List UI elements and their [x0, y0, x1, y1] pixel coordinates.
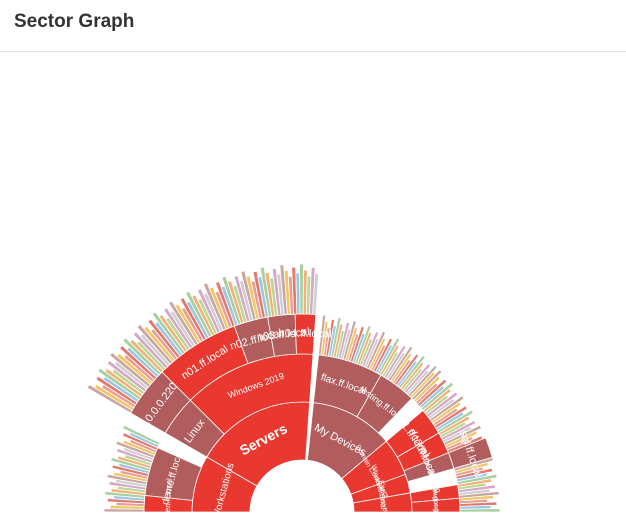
sector-segments[interactable]	[86, 263, 501, 513]
workstations-leaf[interactable]	[122, 424, 161, 446]
external-leaf[interactable]	[459, 508, 501, 513]
label-n03: n03.ff.local	[256, 326, 310, 343]
panel-header: Sector Graph	[0, 0, 626, 52]
label-external-sites: External Sites	[376, 480, 389, 530]
label-google: www.google.com	[431, 479, 440, 530]
servers-leaf[interactable]	[312, 272, 320, 315]
dc-leaf[interactable]	[446, 435, 484, 454]
label-bracken: bracken.ff.local	[162, 478, 174, 530]
label-n04: n04.ff.local	[278, 327, 331, 340]
page-title: Sector Graph	[14, 11, 135, 32]
